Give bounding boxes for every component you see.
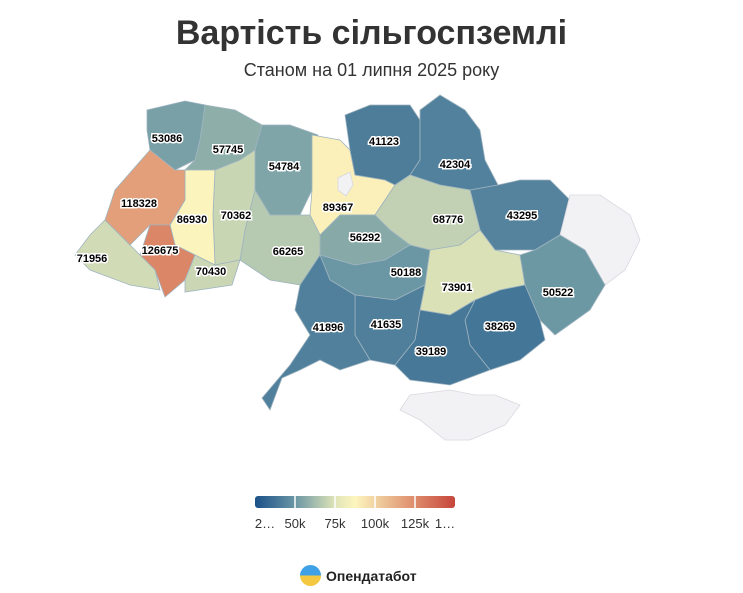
region-value-label: 41896: [313, 322, 344, 334]
region-value-label: 54784: [269, 161, 300, 173]
legend-tick-label: 1…: [435, 516, 455, 531]
legend-tick-label: 2…: [255, 516, 275, 531]
region-chernivtsi[interactable]: [184, 254, 241, 293]
region-value-label: 68776: [433, 214, 464, 226]
legend-tick-label: 50k: [285, 516, 306, 531]
region-value-label: 70430: [196, 266, 227, 278]
region-value-label: 56292: [350, 232, 381, 244]
color-legend: 2… 50k 75k 100k 125k 1…: [255, 496, 455, 531]
region-value-label: 43295: [507, 210, 538, 222]
region-value-label: 50188: [391, 267, 422, 279]
region-sumy[interactable]: [409, 94, 499, 191]
region-odesa[interactable]: [261, 254, 371, 411]
legend-tick-label: 100k: [361, 516, 390, 531]
region-value-label: 66265: [273, 246, 304, 258]
region-value-label: 89367: [323, 202, 354, 214]
region-value-label: 38269: [485, 321, 516, 333]
region-value-label: 86930: [177, 214, 208, 226]
legend-tick-label: 75k: [325, 516, 346, 531]
legend-gradient-bar: [255, 496, 455, 508]
opendatabot-logo-icon: [300, 565, 321, 586]
brand-name: Опендатабот: [326, 567, 417, 584]
region-value-label: 126675: [142, 245, 179, 257]
map-title: Вартість сільгоспземлі: [175, 14, 568, 52]
region-value-label: 73901: [442, 282, 473, 294]
region-value-label: 39189: [416, 346, 447, 358]
region-value-label: 50522: [543, 287, 574, 299]
region-value-label: 57745: [213, 144, 244, 156]
region-value-label: 42304: [440, 159, 471, 171]
region-value-label: 53086: [152, 133, 183, 145]
region-crimea[interactable]: [399, 389, 521, 441]
region-kyiv-city[interactable]: [337, 171, 354, 197]
region-value-label: 41123: [369, 136, 399, 148]
legend-tick-label: 125k: [401, 516, 430, 531]
region-donetsk[interactable]: [519, 234, 606, 336]
region-value-label: 41635: [371, 319, 402, 331]
region-value-label: 118328: [121, 198, 157, 210]
region-value-label: 70362: [221, 210, 252, 222]
region-value-label: 71956: [77, 253, 108, 265]
brand-logo: Опендатабот: [300, 565, 417, 586]
region-zakarpattia[interactable]: [74, 219, 161, 291]
map-subtitle: Станом на 01 липня 2025 року: [243, 60, 500, 80]
